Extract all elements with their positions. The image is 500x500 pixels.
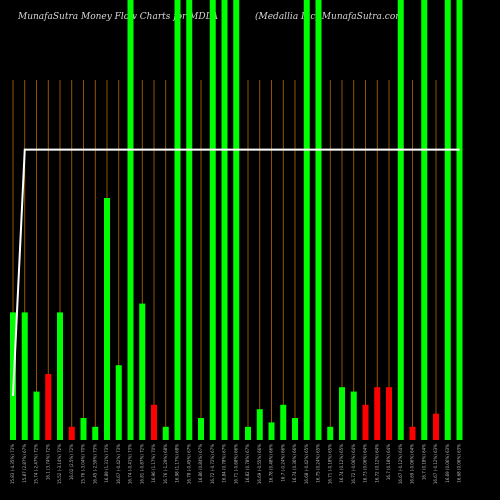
money-flow-bar [374,387,381,440]
x-tick-label: 16.02 (2.5%) 72% [69,444,74,480]
x-tick-label: 16.1 (3.74%) 72% [45,444,50,480]
money-flow-bar [303,0,310,440]
x-tick-label: 16.74 (-0.41%) 73% [128,444,133,484]
x-tick-label: 16.73 (0.06%) 64% [363,444,368,483]
money-flow-bar [280,404,287,440]
chart-title-left: MunafaSutra Money Flow Charts for MDLA [18,12,219,22]
money-flow-bar [292,418,298,440]
money-flow-bar [362,404,369,440]
x-tick-label: 15.74 (-2.47%) 72% [34,444,39,484]
x-tick-label: 16.89 (1.31%) 73% [104,444,109,483]
x-tick-label: 16.45 (-2.59%) 73% [92,444,97,484]
x-tick-label: 16.74 (0.36%) 66% [292,444,297,483]
money-flow-bar [233,0,240,440]
x-tick-label: 16.78 (0.48%) 66% [269,444,274,483]
x-tick-label: 15.87 (2.87%) 67% [22,444,27,483]
x-tick-label: 16.68 (-0.42%) 65% [304,444,309,484]
money-flow-bar [80,418,87,440]
x-tick-label: 16.72 (0.12%) 64% [374,444,379,483]
x-tick-label: 16.98 (1.17%) 68% [175,444,180,483]
money-flow-bar [57,312,63,440]
x-tick-label: 16.75 (0.24%) 65% [316,444,321,483]
money-flow-bar [256,409,263,440]
money-flow-bar [409,426,416,440]
money-flow-bar [339,387,345,440]
x-tick-label: 16.86 (0.84%) 67% [198,444,203,483]
x-tick-label: 16.69 (-0.06%) 64% [410,444,415,484]
x-tick-label: 16.7 (0.18%) 64% [421,444,426,480]
money-flow-bar [92,426,99,440]
money-flow-bar [327,426,334,440]
x-tick-label: 16.67 (-0.12%) 64% [398,444,403,484]
money-flow-bar [245,426,251,440]
x-tick-label: 16.81 (-0.87%) 72% [139,444,144,484]
x-tick-label: 16.76 (-1.29%) 68% [163,444,168,484]
money-flow-bar [139,303,146,440]
x-tick-label: 16.84 (0.78%) 67% [222,444,227,483]
money-flow-bar [421,0,428,440]
x-tick-label: 16.78 (-0.45%) 67% [186,444,191,484]
x-tick-label: 16.74 (0.12%) 65% [339,444,344,483]
x-tick-label: 16.68 (0.06%) 63% [457,444,462,483]
x-tick-label: 16.69 (-0.55%) 66% [257,444,262,484]
money-flow-bar [350,391,357,440]
x-tick-label: 16.67 (-0.12%) 63% [433,444,438,484]
chart-title-right: (Medallia Inc) MunafaSutra.com [255,12,404,22]
money-flow-bar [162,426,169,440]
money-flow-bar [186,0,193,440]
x-tick-label: 16.71 (-0.18%) 65% [327,444,332,484]
money-flow-bar [21,312,28,440]
price-line [12,148,460,397]
money-flow-bar [127,0,134,440]
money-flow-bar [221,0,228,440]
money-flow-bar [456,0,463,440]
money-flow-bar [433,413,439,440]
money-flow-bar [315,0,322,440]
money-flow-bar [33,391,40,440]
money-flow-bar [444,0,451,440]
money-flow-bar [174,0,181,440]
money-flow-bar [397,0,404,440]
money-flow-bar [386,387,392,440]
x-tick-label: 16.67 (-0.42%) 73% [116,444,121,484]
x-tick-label: 15.76 (-3.04%) 70% [81,444,86,484]
money-flow-bar [209,0,216,440]
x-tick-label: 16.72 (-0.72%) 67% [210,444,215,484]
money-flow-bar [115,365,122,440]
money-flow-bar [104,198,110,440]
x-tick-label: 16.7 (0.18%) 64% [386,444,391,480]
x-tick-label: 16.71 (-0.68%) 66% [233,444,238,484]
x-tick-label: 16.69 (0.06%) 63% [445,444,450,483]
x-tick-label: 15.52 (-3.14%) 72% [57,444,62,484]
x-tick-label: 16.7 (-0.24%) 66% [280,444,285,482]
money-flow-bar [151,404,157,440]
x-tick-label: 16.72 (-0.06%) 64% [351,444,356,484]
money-flow-bar [68,426,75,440]
x-tick-label: 15.83 (-4.35%) 73% [10,444,15,484]
x-tick-label: 16.96 (1.17%) 70% [151,444,156,483]
money-flow-bar [268,422,275,440]
x-tick-label: 16.82 (0.78%) 67% [245,444,250,483]
money-flow-bar [45,374,52,440]
money-flow-bar [198,418,204,440]
